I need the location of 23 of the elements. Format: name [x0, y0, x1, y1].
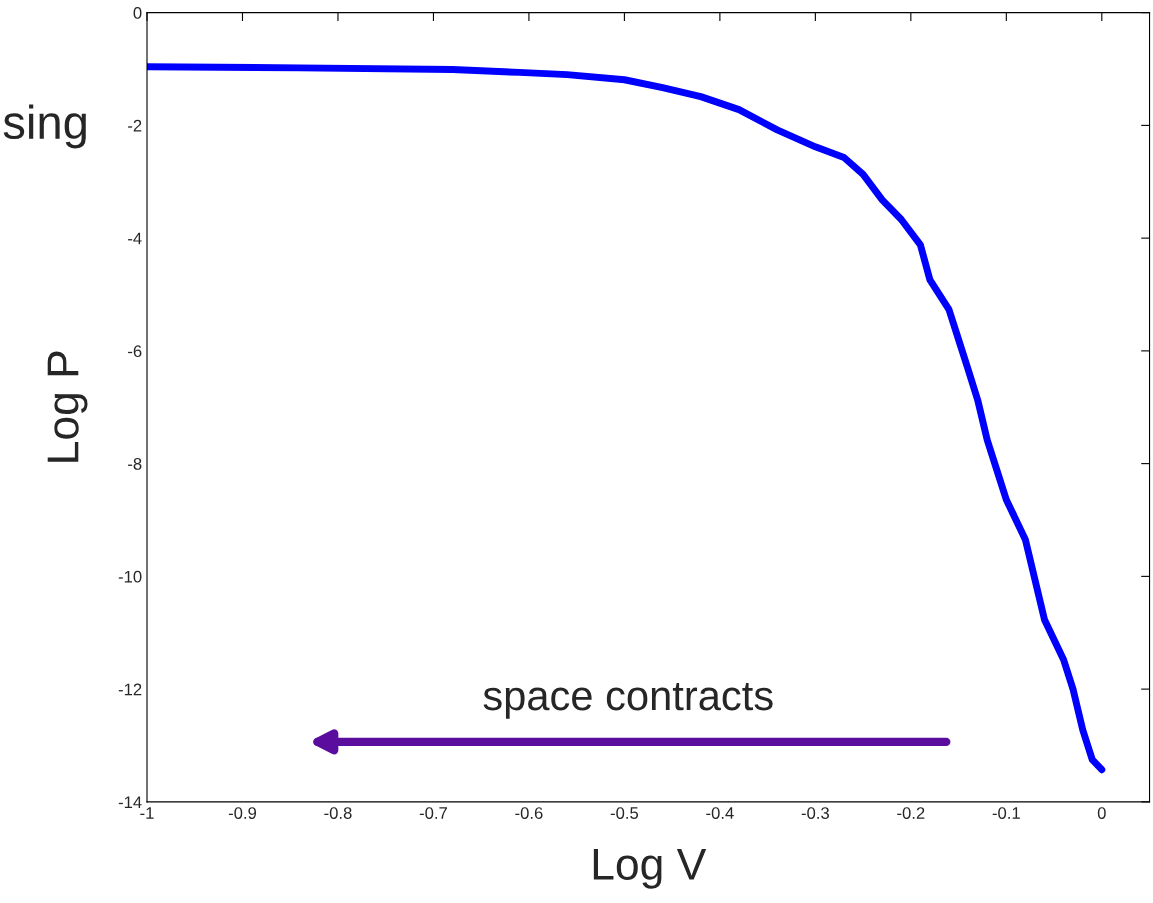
y-tick-label: -12: [118, 683, 142, 696]
annotation: space contracts: [483, 683, 773, 719]
x-tick-label: -1: [140, 807, 154, 819]
x-tick-label: 0: [1097, 807, 1106, 819]
x-tick-label: -0.1: [992, 807, 1020, 819]
y-tick-label: 0: [133, 7, 142, 19]
x-tick-label: -0.8: [324, 807, 352, 819]
x-tick-label: -0.2: [897, 807, 925, 819]
x-tick-label: -0.5: [610, 807, 639, 819]
x-axis-title: Log V: [593, 848, 707, 889]
x-tick-label: -0.7: [419, 807, 447, 819]
y-axis-title: Log P: [47, 351, 88, 462]
y-tick-label: -4: [128, 232, 142, 245]
x-tick-label: -0.3: [801, 807, 829, 819]
text: sing: [3, 104, 86, 149]
x-tick-label: -0.6: [515, 807, 543, 819]
y-tick-label: -6: [128, 345, 142, 358]
x-tick-label: -0.9: [228, 807, 257, 819]
y-tick-label: -10: [118, 570, 142, 583]
y-tick-label: -8: [128, 458, 142, 470]
y-tick-label: -14: [118, 796, 142, 808]
y-tick-label: -2: [128, 119, 142, 132]
x-tick-label: -0.4: [706, 807, 734, 819]
